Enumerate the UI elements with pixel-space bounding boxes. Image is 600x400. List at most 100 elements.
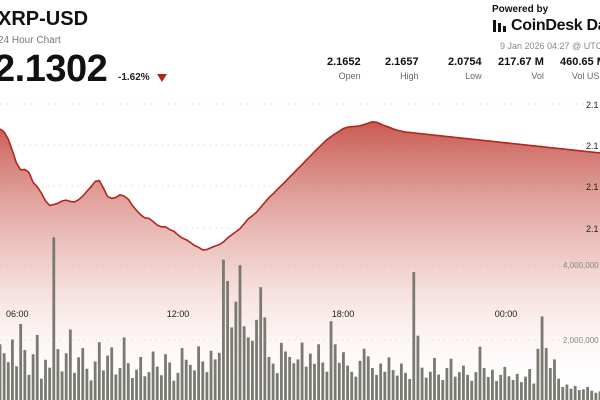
volume-bar (499, 374, 503, 400)
stat-vol-usd-value: 460.65 M (560, 56, 600, 68)
volume-bar (102, 370, 105, 400)
volume-bar (271, 363, 275, 400)
volume-bar (64, 353, 68, 400)
volume-bar (379, 363, 383, 400)
volume-bar (106, 355, 109, 400)
volume-bar (582, 389, 585, 400)
volume-bar (143, 376, 147, 400)
volume-bar (209, 350, 213, 400)
volume-bar (445, 368, 449, 400)
price-line (0, 121, 600, 251)
volume-bar (321, 362, 325, 400)
volume-bar (234, 301, 238, 400)
volume-bar (139, 357, 143, 400)
volume-bar (259, 287, 263, 400)
volume-bar (391, 370, 395, 400)
x-axis-ticks: 06:00 12:00 18:00 00:00 (6, 309, 517, 319)
stat-open: 2.1652 Open (327, 56, 361, 81)
volume-bar (474, 372, 478, 400)
price-area-layer (0, 121, 600, 400)
volume-bar (362, 348, 366, 400)
stat-vol-usd: 460.65 M Vol USD (560, 56, 600, 81)
volume-bar (246, 337, 250, 400)
volume-bar (35, 334, 39, 400)
stat-vol-value: 217.67 M (498, 56, 544, 68)
price-axis-label: 2.1 (586, 100, 599, 110)
volume-bar (354, 376, 358, 400)
volume-bar (565, 384, 569, 400)
volume-bar (48, 367, 52, 400)
volume-bar (122, 337, 126, 400)
volume-bar (81, 348, 85, 400)
volume-bar (350, 371, 354, 400)
volume-bar (515, 373, 519, 400)
volume-bar (147, 372, 151, 400)
volume-bar (437, 374, 441, 400)
volume-bar (292, 363, 296, 400)
volume-bar (453, 376, 457, 400)
volume-bar (275, 373, 279, 400)
volume-bar (317, 344, 321, 400)
stat-open-value: 2.1652 (327, 56, 361, 68)
volume-bar (168, 362, 172, 400)
volume-bar (594, 392, 598, 400)
stat-vol-label: Vol (531, 71, 544, 81)
volume-bar (263, 317, 267, 400)
volume-bar (462, 365, 465, 400)
volume-bar (590, 390, 594, 400)
price-axis-label: 2.1 (586, 182, 599, 192)
volume-bar (466, 374, 469, 400)
volume-bar (217, 352, 221, 400)
volume-bar (93, 361, 97, 400)
volume-bar (135, 369, 138, 400)
volume-bar (44, 359, 47, 400)
price-change: -1.62% (118, 72, 150, 83)
volume-bar (56, 349, 60, 400)
volume-bar (532, 383, 536, 400)
volume-bar (325, 371, 329, 400)
volume-bar (337, 362, 341, 400)
volume-bar (486, 376, 490, 400)
volume-bar (77, 357, 81, 400)
volume-bar (441, 380, 445, 400)
volume-bar (230, 327, 234, 400)
volume-bar (553, 359, 556, 400)
volume-bar (27, 374, 31, 400)
volume-bar (308, 353, 312, 400)
stat-vol-usd-label: Vol USD (571, 71, 600, 81)
volume-bar (333, 344, 337, 400)
volume-bar (524, 376, 527, 400)
volume-bar (242, 326, 246, 400)
volume-bar (507, 376, 511, 400)
x-tick-label: 18:00 (332, 309, 355, 319)
current-price: 2.1302 (0, 48, 108, 90)
volume-bar (97, 342, 101, 400)
volume-bar (540, 316, 544, 400)
volume-bar (511, 380, 515, 400)
volume-bar (31, 354, 35, 400)
coindesk-logo-icon (492, 18, 508, 34)
volume-bar (188, 364, 192, 400)
volume-bar (366, 356, 370, 400)
volume-bar (404, 372, 407, 400)
x-tick-label: 06:00 (6, 309, 29, 319)
volume-bar (313, 363, 316, 400)
volume-bar (52, 237, 56, 400)
volume-bar (184, 359, 188, 400)
x-tick-label: 00:00 (495, 309, 518, 319)
volume-bar (346, 365, 349, 400)
volume-bar (23, 350, 27, 400)
volume-bar (151, 351, 155, 400)
volume-bar (172, 380, 176, 400)
volume-bar (544, 348, 548, 400)
volume-bar (342, 352, 345, 400)
volume-bar (561, 386, 565, 400)
volume-bar (371, 368, 374, 400)
volume-bar (573, 385, 577, 400)
volume-bar (238, 265, 242, 400)
volume-bar (176, 372, 180, 400)
stat-low-label: Low (465, 71, 482, 81)
volume-bar (164, 354, 167, 400)
